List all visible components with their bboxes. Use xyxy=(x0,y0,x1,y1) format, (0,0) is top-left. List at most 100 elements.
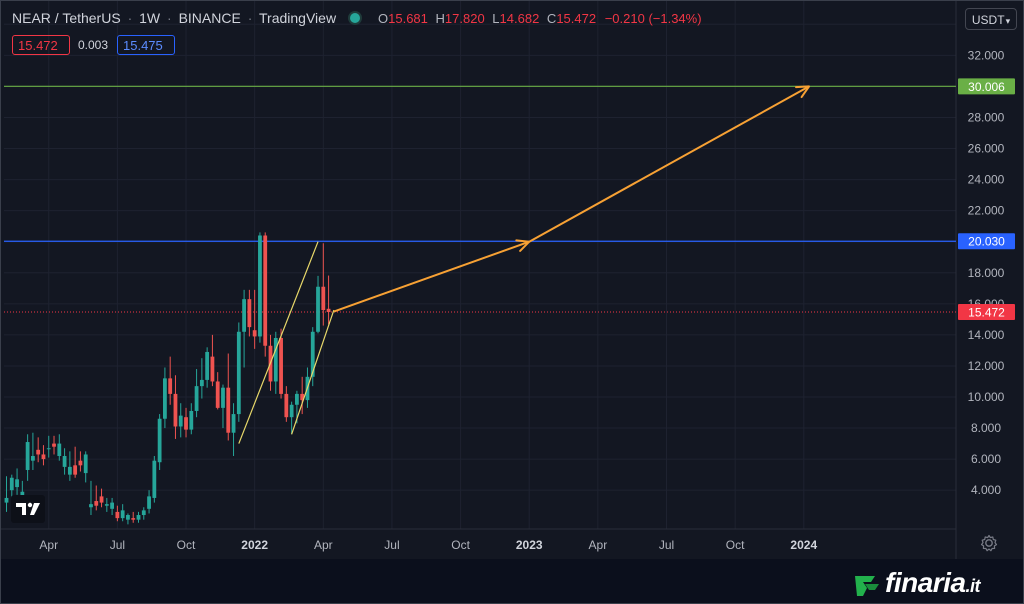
trend-arrow-head xyxy=(515,239,531,252)
finaria-logo-icon xyxy=(855,576,879,596)
candle-body xyxy=(25,442,30,470)
price-tag-label: 20.030 xyxy=(968,235,1005,249)
price-tag-label: 30.006 xyxy=(968,80,1005,94)
candle-body xyxy=(67,466,72,475)
drawings xyxy=(238,85,811,444)
candle-body xyxy=(36,449,41,455)
symbol-name[interactable]: NEAR / TetherUS xyxy=(12,10,121,26)
grid xyxy=(1,1,1023,559)
low-label: L xyxy=(492,11,500,26)
price-tag xyxy=(958,78,1015,95)
finaria-wordmark: finaria.it xyxy=(885,567,981,599)
candle-body xyxy=(62,456,67,467)
candle-body xyxy=(157,418,162,463)
candle-body xyxy=(57,443,62,457)
open-value: 15.681 xyxy=(388,11,428,26)
candle-body xyxy=(104,504,109,506)
candle-body xyxy=(279,337,283,394)
candle-body xyxy=(263,235,268,346)
candle-body xyxy=(41,454,46,460)
candle-body xyxy=(46,448,51,450)
x-tick-label: Oct xyxy=(726,538,745,552)
y-tick-label: 28.000 xyxy=(968,110,1005,124)
x-tick-label: Apr xyxy=(314,538,333,552)
spread-value: 0.003 xyxy=(78,38,109,52)
tradingview-logo-icon[interactable] xyxy=(11,495,45,523)
buy-price-button[interactable]: 15.475 xyxy=(117,35,175,55)
branding-bar xyxy=(1,559,1023,603)
low-value: 14.682 xyxy=(499,11,540,26)
candle-body xyxy=(115,511,120,519)
plot-background xyxy=(1,1,1023,559)
candle-body xyxy=(252,330,257,337)
candle-body xyxy=(173,393,178,427)
candle-body xyxy=(136,515,141,520)
x-tick-label: Apr xyxy=(589,538,608,552)
y-tick-label: 6.000 xyxy=(971,452,1001,466)
x-tick-label: Jul xyxy=(110,538,125,552)
y-tick-label: 32.000 xyxy=(968,48,1005,62)
candle-body xyxy=(316,286,320,332)
ohlc-legend: O15.681 H17.820 L14.682 C15.472 −0.210 (… xyxy=(378,11,702,26)
y-tick-label: 18.000 xyxy=(968,266,1005,280)
separator: · xyxy=(127,10,133,26)
candle-body xyxy=(78,460,83,466)
candle-body xyxy=(300,393,305,401)
candle-body xyxy=(9,477,14,491)
candle-body xyxy=(152,460,157,498)
candle-body xyxy=(147,496,151,509)
candle-body xyxy=(83,454,88,474)
candle-body xyxy=(168,378,173,394)
y-tick-label: 4.000 xyxy=(971,483,1001,497)
candle-body xyxy=(184,417,188,430)
y-tick-label: 24.000 xyxy=(968,173,1005,187)
x-tick-label: Apr xyxy=(39,538,58,552)
interval[interactable]: 1W xyxy=(139,10,161,26)
candle-body xyxy=(284,393,289,418)
y-tick-label: 22.000 xyxy=(968,204,1005,218)
candle-body xyxy=(221,387,225,408)
candle-body xyxy=(310,331,315,377)
market-open-dot-icon[interactable] xyxy=(350,13,360,23)
candle-body xyxy=(273,337,278,382)
candle-body xyxy=(126,515,130,520)
candle-body xyxy=(4,497,9,503)
price-tag xyxy=(958,304,1015,321)
price-tags: 30.006 20.030 15.472 xyxy=(958,78,1015,321)
candle-body xyxy=(194,386,199,411)
candle-body xyxy=(242,299,246,332)
candle-body xyxy=(258,235,262,337)
wedge-line xyxy=(238,241,319,444)
platform: TradingView xyxy=(259,10,337,26)
candle-body xyxy=(31,456,35,461)
currency-selector[interactable]: USDT▾ xyxy=(965,8,1017,30)
y-tick-label: 12.000 xyxy=(968,359,1005,373)
gear-icon[interactable] xyxy=(979,533,999,553)
close-value: 15.472 xyxy=(556,11,597,26)
y-tick-label: 14.000 xyxy=(968,328,1005,342)
separator: · xyxy=(247,10,253,26)
x-tick-label: 2024 xyxy=(790,538,817,552)
separator: · xyxy=(167,10,172,26)
time-axis[interactable]: Apr Jul Oct 2022 Apr Jul Oct 2023 Apr Jul Oct 2024 xyxy=(39,538,817,552)
candle-body xyxy=(295,393,299,405)
price-tag-label: 15.472 xyxy=(968,306,1005,320)
currency-label: USDT xyxy=(971,13,1005,27)
price-tag xyxy=(958,233,1015,250)
x-tick-label: Oct xyxy=(177,538,196,552)
candle-body xyxy=(205,351,210,380)
candle-body xyxy=(120,510,125,519)
candle-body xyxy=(215,381,220,408)
x-tick-label: Jul xyxy=(384,538,399,552)
x-tick-label: 2022 xyxy=(241,538,268,552)
candle-body xyxy=(236,331,241,415)
candle-body xyxy=(131,518,136,520)
candle-body xyxy=(73,465,78,475)
candle-body xyxy=(226,387,231,433)
candle-body xyxy=(326,308,331,313)
close-label: C xyxy=(546,11,557,26)
sell-price-button[interactable]: 15.472 xyxy=(12,35,70,55)
candle-body xyxy=(94,501,99,506)
